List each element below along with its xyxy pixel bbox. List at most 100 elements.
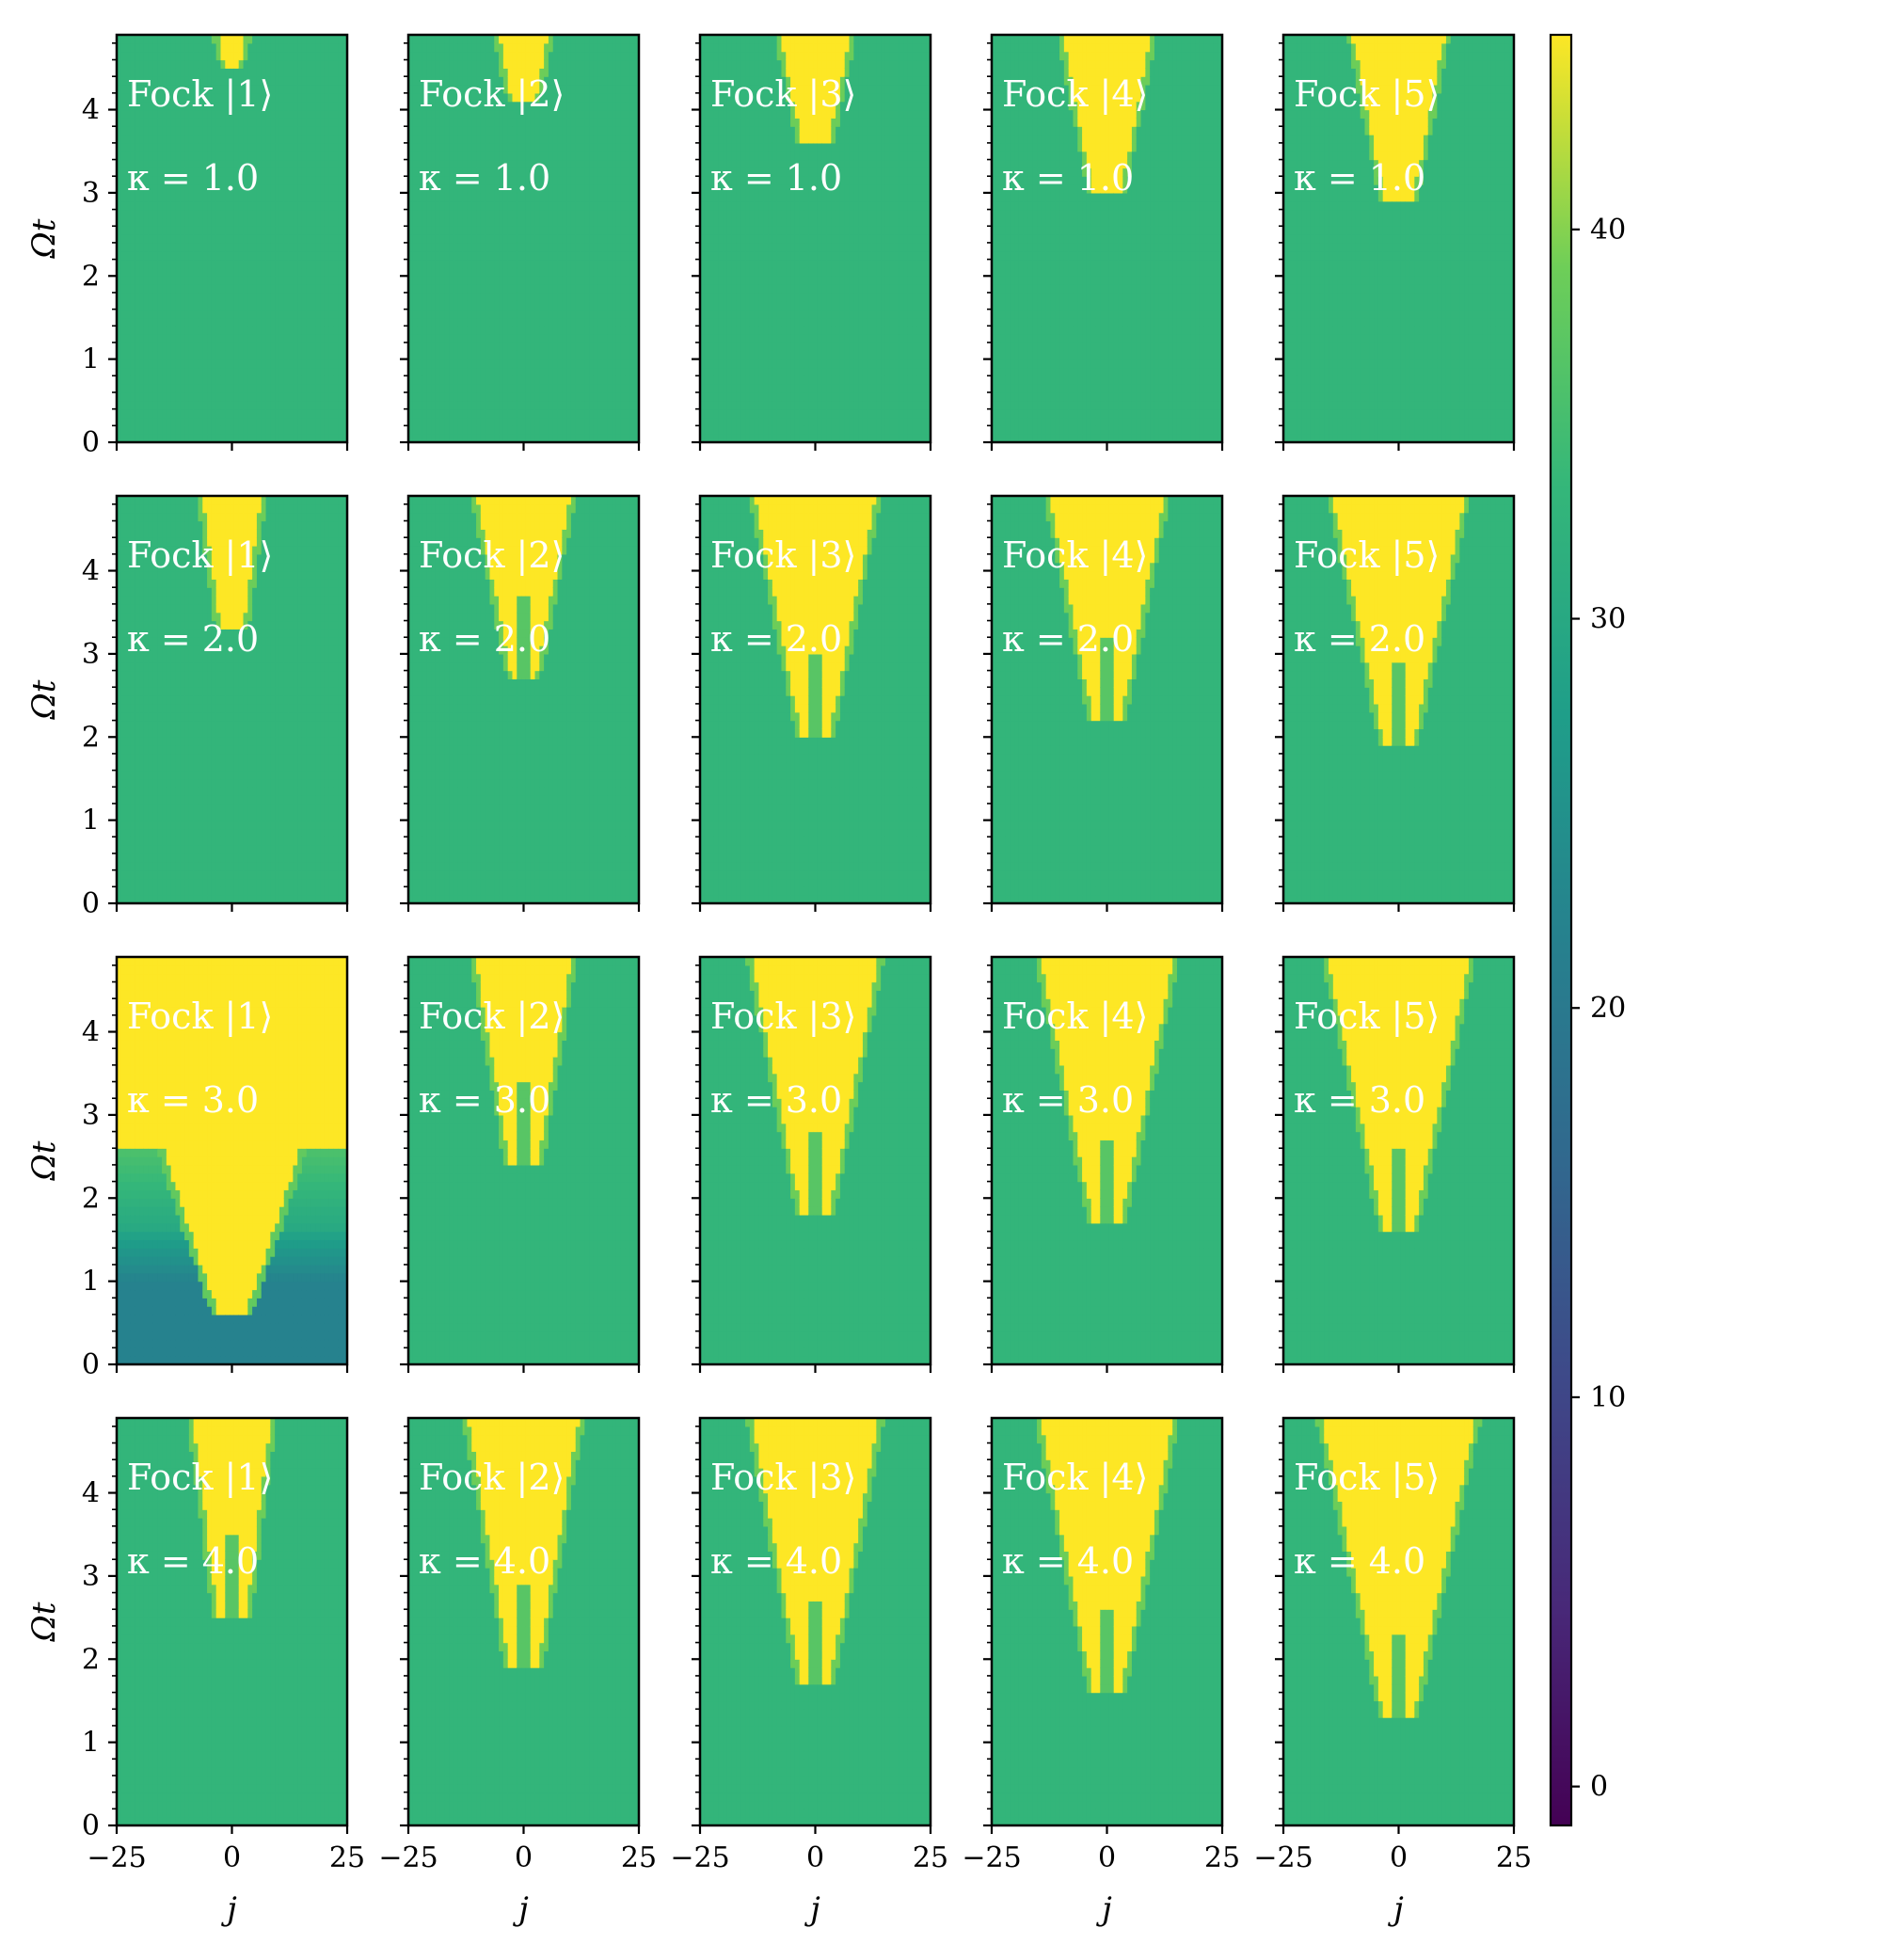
heatmap-cell — [234, 351, 239, 359]
heatmap-cell — [135, 384, 139, 392]
heatmap-cell — [239, 284, 244, 293]
heatmap-cell — [239, 326, 244, 334]
heatmap-cell — [239, 126, 244, 135]
heatmap-cell — [431, 43, 436, 52]
heatmap-cell — [413, 276, 418, 284]
heatmap-cell — [476, 343, 481, 351]
heatmap-cell — [440, 251, 445, 260]
heatmap-cell — [121, 243, 126, 251]
heatmap-cell — [266, 301, 271, 310]
heatmap-cell — [284, 118, 289, 126]
heatmap-cell — [334, 351, 339, 359]
heatmap-cell — [121, 52, 126, 60]
heatmap-cell — [167, 310, 171, 318]
heatmap-cell — [279, 210, 284, 218]
heatmap-cell — [230, 301, 234, 310]
heatmap-cell — [262, 310, 266, 318]
heatmap-cell — [284, 52, 289, 60]
heatmap-cell — [257, 284, 262, 293]
heatmap-cell — [230, 392, 234, 401]
heatmap-cell — [444, 417, 449, 425]
heatmap-cell — [126, 409, 131, 418]
heatmap-cell — [216, 310, 221, 318]
heatmap-cell — [139, 210, 144, 218]
heatmap-cell — [289, 384, 294, 392]
heatmap-cell — [334, 392, 339, 401]
heatmap-cell — [440, 326, 445, 334]
heatmap-cell — [135, 243, 139, 251]
heatmap-cell — [162, 260, 167, 268]
heatmap-cell — [247, 52, 252, 60]
heatmap-cell — [189, 126, 194, 135]
heatmap-cell — [289, 251, 294, 260]
heatmap-cell — [139, 284, 144, 293]
heatmap-cell — [202, 243, 207, 251]
heatmap-cell — [184, 260, 189, 268]
heatmap-cell — [266, 284, 271, 293]
heatmap-cell — [279, 193, 284, 201]
heatmap-cell — [126, 43, 131, 52]
heatmap-cell — [239, 217, 244, 226]
heatmap-cell — [440, 359, 445, 368]
heatmap-cell — [329, 425, 334, 434]
heatmap-cell — [293, 217, 297, 226]
heatmap-cell — [121, 310, 126, 318]
heatmap-cell — [311, 93, 316, 102]
heatmap-cell — [252, 143, 257, 151]
heatmap-cell — [311, 351, 316, 359]
heatmap-cell — [162, 217, 167, 226]
heatmap-cell — [149, 126, 153, 135]
heatmap-cell — [426, 367, 431, 375]
heatmap-cell — [454, 210, 458, 218]
heatmap-cell — [467, 210, 471, 218]
heatmap-cell — [157, 226, 162, 234]
heatmap-cell — [230, 425, 234, 434]
heatmap-cell — [289, 367, 294, 375]
heatmap-cell — [436, 267, 440, 276]
heatmap-cell — [135, 251, 139, 260]
heatmap-cell — [194, 243, 199, 251]
heatmap-cell — [413, 68, 418, 76]
heatmap-cell — [289, 201, 294, 210]
heatmap-cell — [167, 384, 171, 392]
heatmap-cell — [440, 367, 445, 375]
heatmap-cell — [234, 35, 239, 43]
heatmap-cell — [334, 143, 339, 151]
heatmap-cell — [175, 60, 180, 69]
heatmap-cell — [135, 392, 139, 401]
heatmap-cell — [157, 35, 162, 43]
heatmap-cell — [252, 384, 257, 392]
heatmap-cell — [247, 326, 252, 334]
heatmap-cell — [247, 135, 252, 143]
heatmap-cell — [418, 35, 422, 43]
heatmap-cell — [284, 251, 289, 260]
heatmap-cell — [180, 326, 184, 334]
heatmap-cell — [262, 401, 266, 409]
heatmap-cell — [413, 384, 418, 392]
heatmap-cell — [247, 351, 252, 359]
heatmap-cell — [194, 359, 199, 368]
heatmap-cell — [284, 217, 289, 226]
heatmap-cell — [454, 293, 458, 301]
heatmap-cell — [275, 409, 279, 418]
heatmap-cell — [311, 35, 316, 43]
heatmap-cell — [184, 226, 189, 234]
heatmap-cell — [463, 326, 468, 334]
heatmap-cell — [152, 243, 157, 251]
heatmap-cell — [289, 317, 294, 326]
heatmap-cell — [121, 201, 126, 210]
heatmap-cell — [325, 217, 329, 226]
heatmap-cell — [225, 392, 230, 401]
heatmap-cell — [175, 284, 180, 293]
heatmap-cell — [244, 226, 248, 234]
heatmap-cell — [239, 234, 244, 243]
heatmap-cell — [463, 52, 468, 60]
heatmap-cell — [212, 384, 216, 392]
heatmap-cell — [413, 343, 418, 351]
heatmap-cell — [175, 234, 180, 243]
heatmap-cell — [212, 351, 216, 359]
heatmap-cell — [329, 118, 334, 126]
heatmap-cell — [329, 60, 334, 69]
heatmap-cell — [320, 43, 325, 52]
heatmap-cell — [167, 317, 171, 326]
